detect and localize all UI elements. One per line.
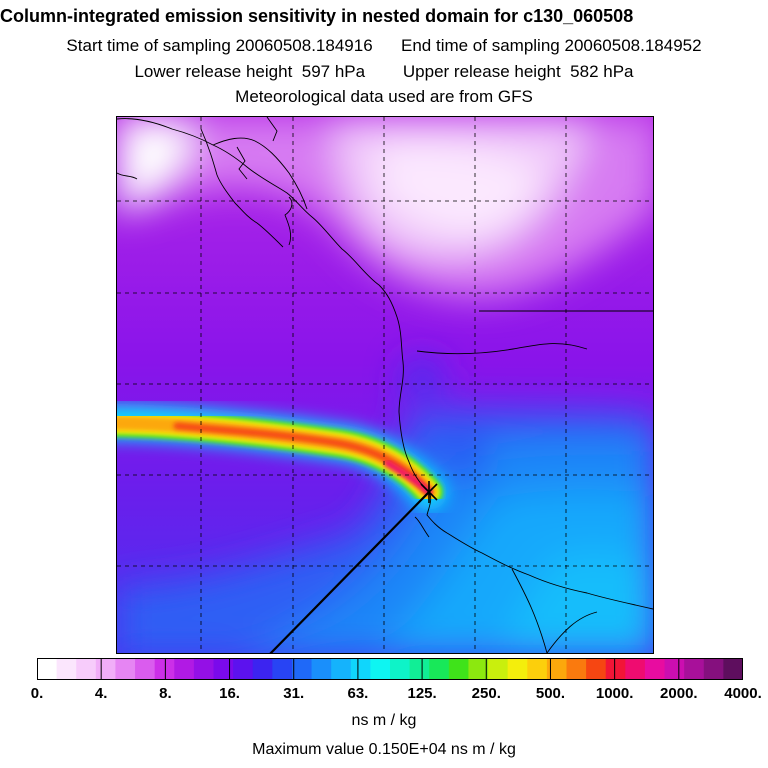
- color-scale-cell: [174, 658, 195, 680]
- end-value: 20060508.184952: [564, 36, 702, 55]
- color-scale-cell: [56, 658, 77, 680]
- color-scale-cell: [390, 658, 411, 680]
- start-value: 20060508.184916: [235, 36, 373, 55]
- color-scale-tick-label: 4.: [94, 685, 108, 702]
- sampling-times: Start time of sampling 20060508.184916 E…: [0, 36, 768, 56]
- color-scale-cell: [76, 658, 97, 680]
- color-scale-cell: [429, 658, 450, 680]
- color-scale-tick-label: 4000.: [724, 685, 762, 702]
- color-scale-cell: [684, 658, 705, 680]
- color-scale-cell: [703, 658, 724, 680]
- field-low-south: [117, 361, 653, 653]
- color-scale-cell: [213, 658, 234, 680]
- start-label: Start time of sampling: [66, 36, 231, 55]
- color-scale-cell: [448, 658, 469, 680]
- color-scale-cell: [409, 658, 430, 680]
- color-scale-tick-label: 2000.: [660, 685, 698, 702]
- color-scale-cell: [644, 658, 666, 680]
- color-scale-tick-label: 500.: [535, 685, 566, 702]
- color-scale-cell: [350, 658, 371, 680]
- met-data-note: Meteorological data used are from GFS: [235, 87, 533, 106]
- map-canvas: [117, 117, 653, 653]
- release-heights: Lower release height 597 hPa Upper relea…: [0, 62, 768, 82]
- color-scale-units: ns m / kg: [351, 712, 417, 729]
- color-scale-cell: [586, 658, 607, 680]
- color-scale-cell: [605, 658, 626, 680]
- color-scale-cell: [272, 658, 293, 680]
- color-scale-cell: [664, 658, 685, 680]
- color-scale-tick-label: 63.: [347, 685, 369, 702]
- color-scale-tick-label: 125.: [407, 685, 437, 702]
- flight-track: [269, 491, 430, 653]
- map-title: Column-integrated emission sensitivity i…: [0, 6, 634, 26]
- color-scale-cell: [154, 658, 175, 680]
- sensitivity-map: [116, 116, 654, 654]
- color-scale-cell: [723, 658, 743, 680]
- color-scale-cell: [488, 658, 509, 680]
- color-scale-tick-label: 16.: [219, 685, 240, 702]
- color-scale-cell: [233, 658, 254, 680]
- color-scale-cell: [95, 658, 116, 680]
- lat-lon-grid: [117, 117, 653, 653]
- end-label: End time of sampling: [401, 36, 560, 55]
- color-scale-cell: [527, 658, 548, 680]
- upper-value: 582 hPa: [570, 62, 634, 81]
- color-scale-cell: [115, 658, 136, 680]
- color-scale-cell: [546, 658, 567, 680]
- receptor-marker: [420, 481, 438, 503]
- lower-value: 597 hPa: [301, 62, 366, 81]
- color-scale-cell: [331, 658, 352, 680]
- color-scale-tick-label: 31.: [283, 685, 305, 702]
- color-scale-bar: [37, 658, 743, 680]
- color-scale-cell: [468, 658, 489, 680]
- color-scale-cell: [370, 658, 391, 680]
- color-scale-cell: [193, 658, 214, 680]
- color-scale-tick-label: 0.: [30, 685, 44, 702]
- color-scale-cell: [291, 658, 313, 680]
- field-low-north: [117, 117, 653, 297]
- color-scale-cell: [37, 658, 58, 680]
- color-scale-tick-label: 250.: [471, 685, 501, 702]
- maximum-value: Maximum value 0.150E+04 ns m / kg: [252, 741, 516, 758]
- color-scale-cell: [625, 658, 646, 680]
- color-scale-cell: [566, 658, 587, 680]
- upper-label: Upper release height: [402, 62, 561, 81]
- color-scale-cell: [507, 658, 528, 680]
- color-scale-cell: [252, 658, 273, 680]
- color-scale-cell: [311, 658, 332, 680]
- color-scale-tick-label: 8.: [159, 685, 172, 702]
- emission-plume: [117, 404, 447, 510]
- color-scale-cell: [135, 658, 156, 680]
- color-scale-tick-label: 1000.: [595, 685, 634, 702]
- lower-label: Lower release height: [134, 62, 293, 81]
